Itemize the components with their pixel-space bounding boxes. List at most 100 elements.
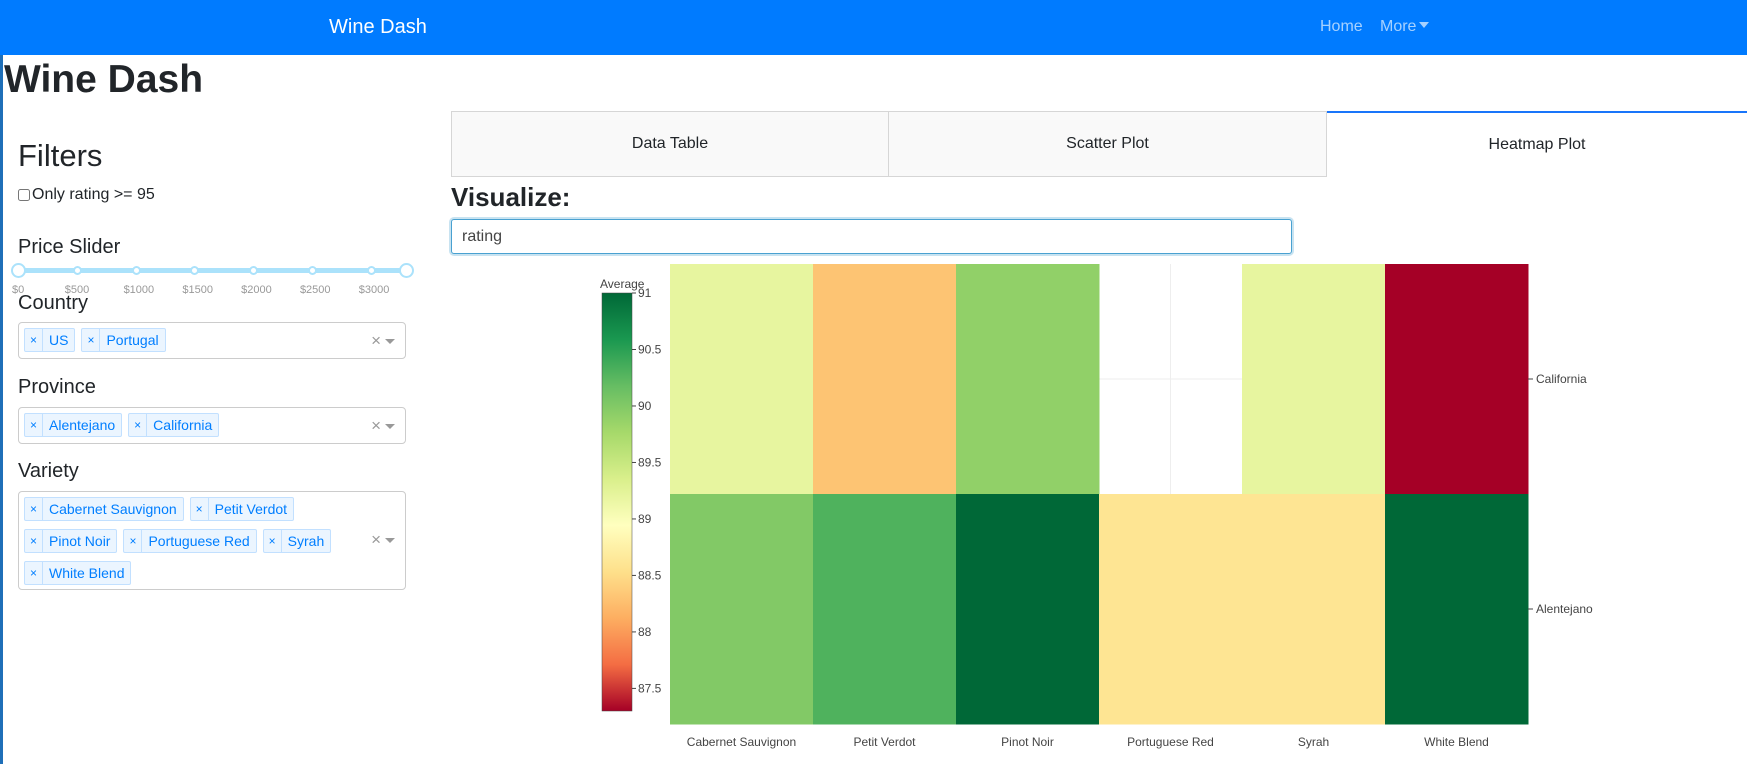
heatmap-cell xyxy=(1242,264,1386,495)
remove-tag-icon[interactable]: × xyxy=(25,414,43,436)
province-dropdown[interactable]: × Alentejano × California × xyxy=(18,407,406,444)
slider-mark-label: $1000 xyxy=(123,284,155,296)
chevron-down-icon[interactable] xyxy=(385,424,395,429)
variety-tag: × White Blend xyxy=(24,561,132,585)
colorbar-tick-label: 90.5 xyxy=(638,342,662,356)
slider-mark-label: $2500 xyxy=(299,284,331,296)
variety-clear-icon[interactable]: × xyxy=(371,530,381,549)
slider-dot[interactable] xyxy=(131,266,141,275)
remove-tag-icon[interactable]: × xyxy=(25,329,43,351)
x-tick-label: Cabernet Sauvignon xyxy=(687,735,796,749)
window-left-edge xyxy=(0,55,3,764)
x-tick-label: Petit Verdot xyxy=(853,735,916,749)
remove-tag-icon[interactable]: × xyxy=(191,498,209,520)
visualize-label: Visualize: xyxy=(451,182,571,212)
variety-tag: × Cabernet Sauvignon xyxy=(24,497,184,521)
variety-tag-label: White Blend xyxy=(49,565,125,581)
variety-tag-label: Cabernet Sauvignon xyxy=(49,501,177,517)
slider-dot[interactable] xyxy=(249,266,259,275)
visualize-select[interactable] xyxy=(451,219,1292,254)
price-slider[interactable]: $0 $500 $1000 $1500 $2000 $2500 $3000 xyxy=(11,262,414,302)
province-clear-icon[interactable]: × xyxy=(371,416,381,435)
remove-tag-icon[interactable]: × xyxy=(124,530,143,552)
slider-dot[interactable] xyxy=(307,266,317,275)
price-slider-label: Price Slider xyxy=(18,236,121,258)
country-tag-label: US xyxy=(49,332,69,348)
country-tag: × Portugal xyxy=(81,328,166,352)
slider-mark-label: $0 xyxy=(12,284,25,296)
heatmap-cell xyxy=(670,264,814,495)
heatmap-cell xyxy=(813,264,957,495)
variety-tag: × Petit Verdot xyxy=(189,497,295,521)
navbar-brand[interactable]: Wine Dash xyxy=(329,16,427,38)
variety-label: Variety xyxy=(18,460,79,482)
slider-track[interactable] xyxy=(18,268,406,273)
chevron-down-icon[interactable] xyxy=(385,339,395,344)
variety-tag: × Pinot Noir xyxy=(24,529,118,553)
x-tick-label: Portuguese Red xyxy=(1127,735,1214,749)
slider-dot[interactable] xyxy=(366,266,376,275)
province-tag-label: Alentejano xyxy=(49,417,116,433)
nav-more-label: More xyxy=(1380,18,1417,35)
variety-tag: × Syrah xyxy=(262,529,332,553)
rating-checkbox-label: Only rating >= 95 xyxy=(32,186,155,203)
variety-tag-label: Syrah xyxy=(287,533,325,549)
filters-title: Filters xyxy=(18,138,103,173)
country-label: Country xyxy=(18,292,89,314)
tab-bar: Data Table Scatter Plot Heatmap Plot xyxy=(451,111,1747,177)
remove-tag-icon[interactable]: × xyxy=(264,530,282,552)
remove-tag-icon[interactable]: × xyxy=(82,329,101,351)
caret-down-icon xyxy=(1419,22,1430,28)
remove-tag-icon[interactable]: × xyxy=(25,562,43,584)
remove-tag-icon[interactable]: × xyxy=(25,530,43,552)
slider-handle-min[interactable] xyxy=(11,263,26,278)
colorbar-tick-label: 87.5 xyxy=(638,681,662,695)
colorbar-title: Average xyxy=(600,277,645,291)
tab-heatmap-plot[interactable]: Heatmap Plot xyxy=(1327,111,1747,177)
remove-tag-icon[interactable]: × xyxy=(25,498,43,520)
province-tag: × Alentejano xyxy=(24,413,123,437)
province-tag: × California xyxy=(128,413,220,437)
chevron-down-icon[interactable] xyxy=(385,538,395,543)
y-tick-label: California xyxy=(1536,372,1587,386)
variety-tag-label: Portuguese Red xyxy=(148,533,250,549)
tab-scatter-plot[interactable]: Scatter Plot xyxy=(888,111,1327,177)
slider-mark-label: $1500 xyxy=(182,284,213,296)
heatmap-cell xyxy=(1242,494,1386,725)
colorbar-tick-label: 88 xyxy=(638,625,652,639)
colorbar-tick-label: 88.5 xyxy=(638,568,662,582)
country-tag-label: Portugal xyxy=(106,332,159,348)
tab-data-table[interactable]: Data Table xyxy=(451,111,889,177)
slider-dot[interactable] xyxy=(72,266,82,275)
heatmap-svg: Cabernet Sauvignon Petit Verdot Pinot Noir… xyxy=(600,264,1593,749)
slider-mark-label: $3000 xyxy=(358,284,390,296)
navbar: Wine Dash Home More xyxy=(0,0,1747,55)
x-tick-label: Syrah xyxy=(1298,735,1329,749)
heatmap-cell xyxy=(956,264,1100,495)
colorbar-tick-label: 89.5 xyxy=(638,455,662,469)
slider-handle-max[interactable] xyxy=(399,263,414,278)
remove-tag-icon[interactable]: × xyxy=(129,414,148,436)
variety-dropdown[interactable]: × Cabernet Sauvignon × Petit Verdot × Pinot N… xyxy=(18,491,406,590)
rating-checkbox[interactable] xyxy=(18,189,30,201)
colorbar-tick-label: 90 xyxy=(638,399,652,413)
variety-tag: × Portuguese Red xyxy=(123,529,257,553)
colorbar-tick-label: 91 xyxy=(638,286,652,300)
x-tick-label: White Blend xyxy=(1424,735,1489,749)
province-label: Province xyxy=(18,376,96,398)
nav-more-dropdown[interactable]: More xyxy=(1380,18,1430,36)
country-dropdown[interactable]: × US × Portugal × xyxy=(18,322,406,359)
heatmap-chart: Cabernet Sauvignon Petit Verdot Pinot Noir… xyxy=(560,258,1620,762)
slider-dot[interactable] xyxy=(190,266,200,275)
heatmap-cell xyxy=(813,494,957,725)
rating-filter[interactable]: Only rating >= 95 xyxy=(18,186,155,204)
country-clear-icon[interactable]: × xyxy=(371,331,381,350)
variety-tag-label: Petit Verdot xyxy=(214,501,288,517)
variety-tag-label: Pinot Noir xyxy=(49,533,111,549)
slider-mark-label: $2000 xyxy=(241,284,272,296)
nav-home-link[interactable]: Home xyxy=(1320,18,1363,35)
heatmap-cell xyxy=(1385,264,1529,495)
heatmap-cell xyxy=(1385,494,1529,725)
heatmap-cell xyxy=(670,494,814,725)
heatmap-cell xyxy=(1099,494,1243,725)
